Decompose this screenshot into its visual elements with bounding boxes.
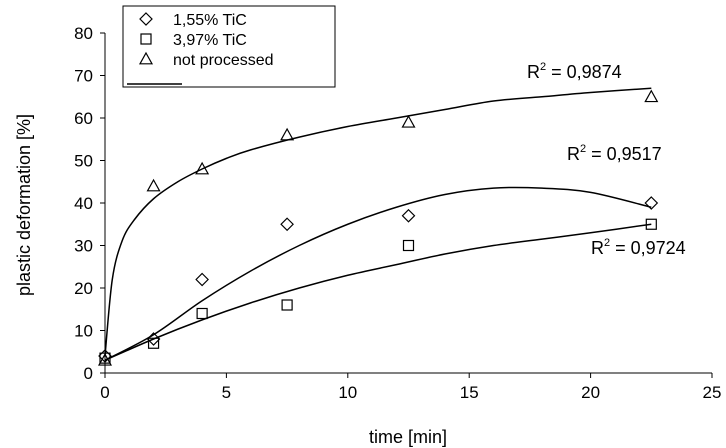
legend-marker-triangle [138, 51, 154, 65]
data-point-triangle [146, 178, 161, 192]
y-tick-label: 70 [74, 67, 93, 86]
data-point-triangle [97, 353, 113, 366]
data-point-square [196, 307, 208, 320]
data-point-triangle [280, 127, 295, 141]
y-tick-label: 0 [84, 364, 93, 383]
trendline-triangle [104, 87, 652, 357]
r2-label: R2 = 0,9874 [527, 61, 622, 82]
y-axis-title: plastic deformation [%] [14, 114, 34, 296]
data-point-square [402, 239, 415, 252]
y-tick-label: 50 [74, 152, 93, 171]
legend-box [122, 5, 336, 88]
x-tick-label: 20 [581, 383, 600, 402]
legend: 1,55% TiC 3,97% TiC not processed [122, 5, 336, 88]
data-point-diamond [401, 208, 416, 223]
data-point-diamond [98, 349, 112, 363]
plot-area: 0 10 20 30 40 50 60 70 80 0 5 10 15 20 25 [74, 24, 721, 402]
data-point-diamond [644, 196, 659, 210]
x-tick-label: 10 [338, 383, 357, 402]
legend-marker-diamond [139, 12, 153, 26]
x-tick-label: 15 [460, 383, 479, 402]
trendlines [104, 87, 652, 361]
y-tick-label: 80 [74, 24, 93, 43]
y-tick-label: 40 [74, 194, 93, 213]
x-tick-label: 5 [222, 383, 231, 402]
r2-label: R2 = 0,9724 [591, 237, 686, 258]
r2-labels: R2 = 0,9874 R2 = 0,9517 R2 = 0,9724 [527, 61, 686, 258]
x-tick-label: 0 [100, 383, 109, 402]
y-tick-label: 10 [74, 322, 93, 341]
legend-label: 1,55% TiC [173, 12, 247, 29]
y-tick-label: 30 [74, 237, 93, 256]
trendline-square [104, 223, 652, 361]
data-point-triangle [644, 89, 659, 103]
trendline-diamond [104, 186, 652, 361]
legend-label: not processed [173, 52, 274, 69]
data-point-square [645, 218, 657, 230]
data-point-square [147, 337, 160, 349]
data-point-square [281, 299, 293, 311]
r2-label: R2 = 0,9517 [567, 143, 662, 164]
data-point-triangle [401, 115, 416, 128]
x-ticks: 0 5 10 15 20 25 [100, 373, 721, 402]
data-point-triangle [195, 161, 210, 175]
data-point-diamond [195, 272, 209, 287]
legend-marker-square [140, 33, 152, 45]
x-tick-label: 25 [703, 383, 722, 402]
markers [97, 89, 659, 366]
y-ticks: 0 10 20 30 40 50 60 70 80 [74, 24, 105, 383]
legend-label: 3,97% TiC [173, 32, 247, 49]
y-tick-label: 60 [74, 109, 93, 128]
y-tick-label: 20 [74, 279, 93, 298]
legend-items: 1,55% TiC 3,97% TiC not processed [127, 12, 274, 85]
data-point-diamond [146, 332, 161, 346]
data-point-diamond [280, 217, 294, 232]
x-axis-title: time [min] [369, 427, 447, 447]
